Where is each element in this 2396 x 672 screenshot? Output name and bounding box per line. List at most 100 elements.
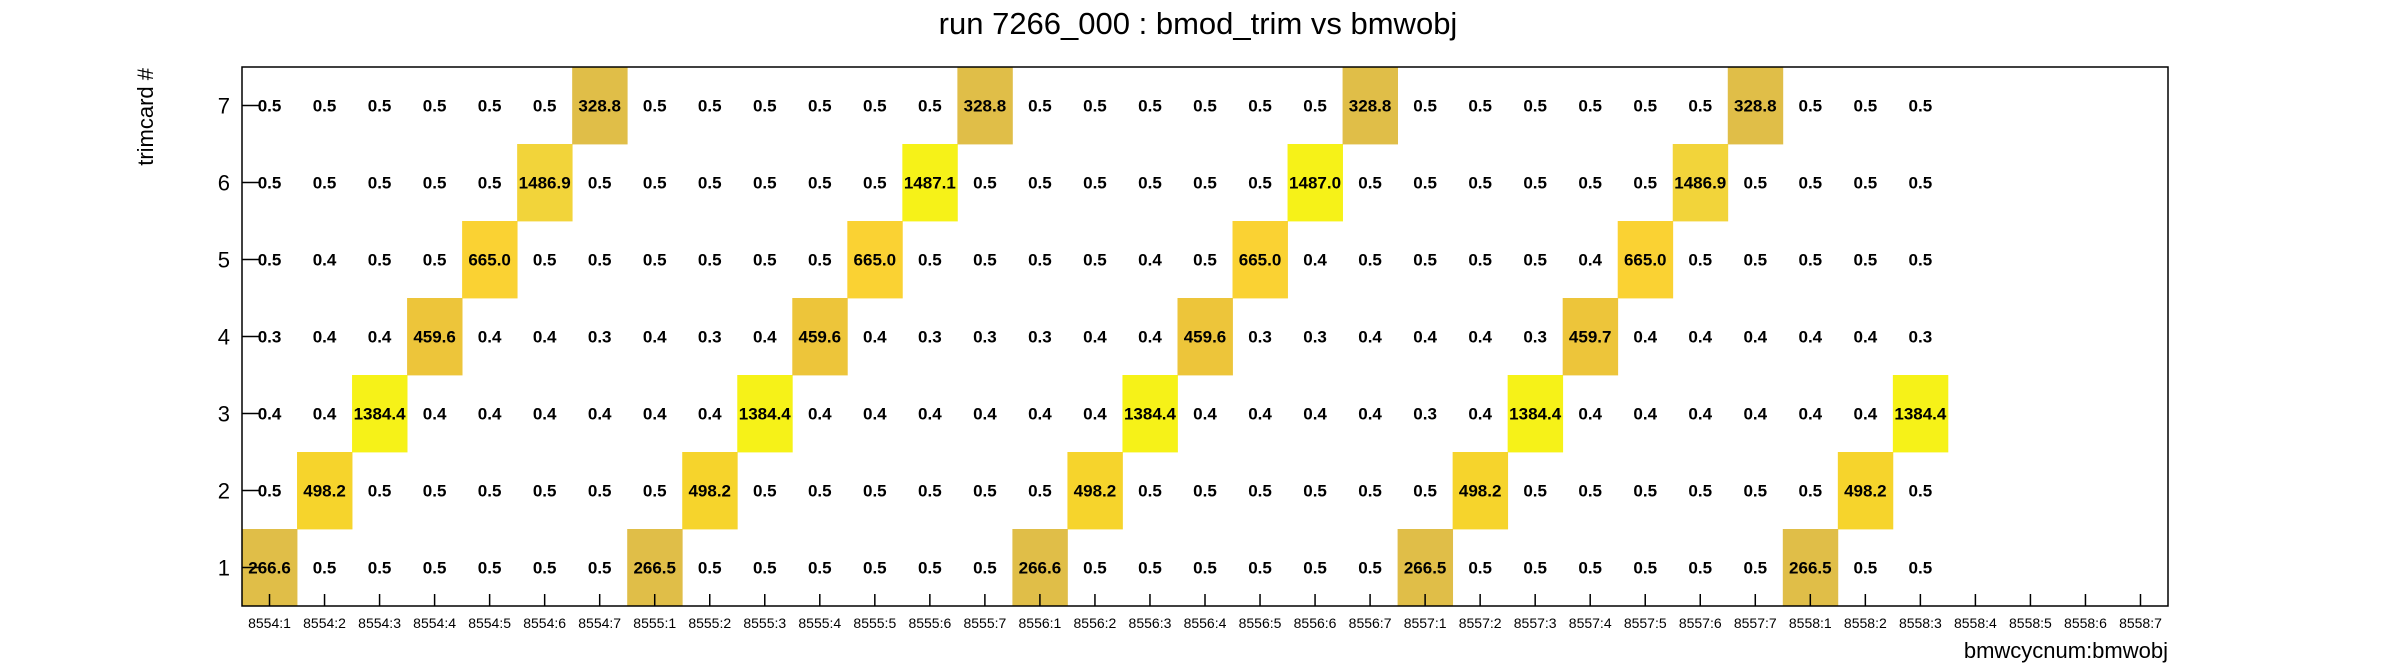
- cell-value-label: 459.7: [1569, 328, 1612, 347]
- cell-value-label: 0.4: [863, 405, 887, 424]
- cell-value-label: 0.5: [533, 482, 557, 501]
- x-tick-label: 8556:4: [1184, 615, 1227, 631]
- cell-value-label: 0.5: [1413, 97, 1437, 116]
- cell-value-label: 0.5: [368, 97, 392, 116]
- cell-value-label: 0.5: [423, 251, 447, 270]
- cell-value-label: 0.5: [588, 559, 612, 578]
- cell-value-label: 0.5: [1083, 174, 1107, 193]
- cell-value-label: 0.4: [1028, 405, 1052, 424]
- cell-value-label: 498.2: [688, 482, 731, 501]
- cell-value-label: 1384.4: [739, 405, 792, 424]
- cell-value-label: 0.5: [1854, 251, 1878, 270]
- heatmap-cell: [847, 221, 903, 299]
- cell-value-label: 0.5: [643, 482, 667, 501]
- cell-value-label: 0.5: [1303, 97, 1327, 116]
- cell-value-label: 266.5: [1404, 559, 1447, 578]
- x-tick-label: 8554:7: [578, 615, 621, 631]
- cell-value-label: 1487.1: [904, 174, 956, 193]
- cell-value-label: 665.0: [854, 251, 897, 270]
- heatmap-cell: [1232, 221, 1288, 299]
- cell-value-label: 0.5: [1854, 97, 1878, 116]
- heatmap-cell: [682, 452, 738, 530]
- cell-value-label: 0.5: [478, 174, 502, 193]
- cell-value-label: 0.4: [1854, 405, 1878, 424]
- cell-value-label: 0.4: [1138, 328, 1162, 347]
- heatmap-cell: [1397, 529, 1454, 607]
- cell-value-label: 0.4: [1798, 328, 1822, 347]
- cell-value-label: 0.5: [1578, 174, 1602, 193]
- cell-value-label: 0.5: [258, 251, 282, 270]
- cell-value-label: 0.4: [1688, 405, 1712, 424]
- cell-value-label: 0.5: [1248, 559, 1272, 578]
- heatmap-cell: [1122, 375, 1178, 453]
- cell-value-label: 0.5: [1193, 559, 1217, 578]
- cell-value-label: 0.5: [1468, 174, 1492, 193]
- cell-value-label: 266.6: [1019, 559, 1062, 578]
- cell-value-label: 0.4: [1193, 405, 1217, 424]
- cell-value-label: 0.5: [1743, 559, 1767, 578]
- heatmap-cell: [1177, 298, 1233, 376]
- cell-value-label: 0.5: [1138, 97, 1162, 116]
- cell-value-label: 0.5: [1743, 251, 1767, 270]
- cell-value-label: 0.3: [1909, 328, 1933, 347]
- cell-value-label: 0.5: [1909, 559, 1933, 578]
- cell-value-label: 498.2: [1844, 482, 1887, 501]
- x-tick-label: 8558:3: [1899, 615, 1942, 631]
- x-tick-label: 8557:2: [1459, 615, 1502, 631]
- cell-value-label: 0.5: [478, 559, 502, 578]
- heatmap-cell: [1012, 529, 1068, 607]
- x-tick-label: 8554:4: [413, 615, 456, 631]
- heatmap-cell: [1672, 144, 1729, 222]
- cell-value-label: 0.5: [1083, 559, 1107, 578]
- y-tick-label: 7: [218, 94, 230, 119]
- x-tick-label: 8555:2: [688, 615, 731, 631]
- cell-value-label: 1384.4: [1509, 405, 1562, 424]
- cell-value-label: 1384.4: [354, 405, 407, 424]
- cell-value-label: 0.5: [1523, 97, 1547, 116]
- cell-value-label: 0.3: [1028, 328, 1052, 347]
- cell-value-label: 0.5: [1523, 251, 1547, 270]
- cell-value-label: 0.4: [1083, 328, 1107, 347]
- x-tick-label: 8554:3: [358, 615, 401, 631]
- cell-value-label: 0.4: [313, 328, 337, 347]
- heatmap-cell: [1727, 67, 1784, 145]
- cell-value-label: 0.5: [918, 251, 942, 270]
- cell-value-label: 0.5: [753, 251, 777, 270]
- cell-value-label: 0.5: [1798, 174, 1822, 193]
- cell-value-label: 0.4: [1413, 328, 1437, 347]
- cell-value-label: 0.4: [643, 405, 667, 424]
- x-tick-label: 8556:3: [1129, 615, 1172, 631]
- x-tick-label: 8557:4: [1569, 615, 1612, 631]
- heatmap-cell: [627, 529, 683, 607]
- cell-value-label: 1486.9: [1674, 174, 1726, 193]
- cell-value-label: 0.5: [863, 97, 887, 116]
- cell-value-label: 0.5: [313, 174, 337, 193]
- cell-value-label: 0.5: [1909, 174, 1933, 193]
- cell-value-label: 0.3: [1523, 328, 1547, 347]
- x-tick-label: 8556:5: [1239, 615, 1282, 631]
- heatmap-cell: [1067, 452, 1123, 530]
- x-tick-label: 8557:7: [1734, 615, 1777, 631]
- cell-value-label: 266.5: [1789, 559, 1832, 578]
- cell-value-label: 0.5: [368, 482, 392, 501]
- cell-value-label: 0.5: [533, 559, 557, 578]
- x-tick-label: 8558:5: [2009, 615, 2052, 631]
- y-tick-label: 5: [218, 248, 230, 273]
- cell-value-label: 0.5: [1193, 251, 1217, 270]
- cell-value-label: 0.5: [1854, 559, 1878, 578]
- cell-value-label: 0.5: [1909, 97, 1933, 116]
- cell-value-label: 0.5: [258, 97, 282, 116]
- cell-value-label: 0.5: [1248, 174, 1272, 193]
- cell-value-label: 0.5: [1358, 482, 1382, 501]
- cell-value-label: 0.5: [918, 482, 942, 501]
- x-tick-label: 8558:1: [1789, 615, 1832, 631]
- cell-value-label: 0.4: [1468, 405, 1492, 424]
- cell-value-label: 0.5: [1083, 251, 1107, 270]
- cell-value-label: 459.6: [413, 328, 456, 347]
- cell-value-label: 0.5: [1633, 97, 1657, 116]
- cell-value-label: 0.5: [368, 251, 392, 270]
- cell-value-label: 0.5: [1633, 482, 1657, 501]
- cell-value-label: 266.6: [248, 559, 291, 578]
- cell-value-label: 0.4: [478, 405, 502, 424]
- heatmap-cell: [1287, 144, 1343, 222]
